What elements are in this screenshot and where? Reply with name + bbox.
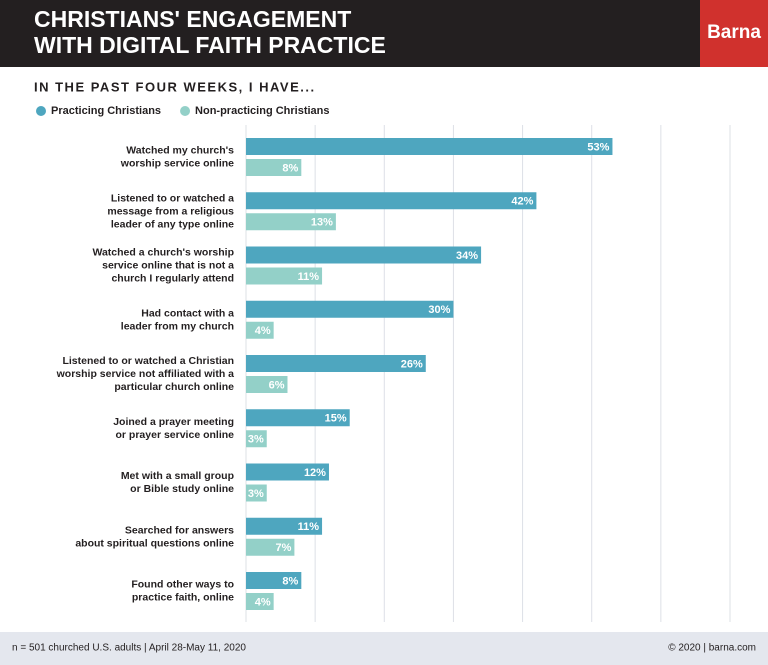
bar: [246, 430, 267, 448]
bar: [246, 138, 613, 155]
value-label: 3%: [248, 434, 264, 446]
value-label: 12%: [304, 467, 326, 479]
value-label: 30%: [428, 304, 450, 316]
value-label: 11%: [298, 271, 320, 283]
category-label: Met with a small group or Bible study onl…: [121, 470, 234, 495]
category-label: Found other ways to practice faith, onlin…: [131, 578, 234, 603]
bar: [246, 321, 274, 339]
bar: [246, 517, 323, 535]
bar: [246, 300, 454, 318]
category-label: Had contact with a leader from my church: [121, 307, 234, 332]
bar: [246, 267, 323, 285]
bar: [246, 572, 302, 589]
category-label: Listened to or watched a message from a r…: [107, 192, 234, 230]
category-label: Searched for answers about spiritual ques…: [75, 524, 234, 549]
value-label: 15%: [325, 413, 347, 425]
bar: [246, 463, 329, 481]
bar: [246, 192, 537, 210]
bar: [246, 409, 350, 427]
header-band: [0, 0, 768, 67]
bar: [246, 159, 302, 176]
subtitle: IN THE PAST FOUR WEEKS, I HAVE...: [34, 79, 316, 94]
legend-marker: [36, 106, 46, 116]
bar: [246, 484, 267, 502]
footer-source: © 2020 | barna.com: [668, 643, 756, 654]
value-label: 8%: [282, 575, 298, 587]
value-label: 3%: [248, 488, 264, 500]
value-label: 11%: [298, 521, 320, 533]
category-label: Listened to or watched a Christian worshi…: [56, 355, 235, 393]
legend-label: Non-practicing Christians: [195, 105, 329, 117]
category-label: Joined a prayer meeting or prayer service…: [113, 416, 234, 441]
value-label: 4%: [255, 325, 271, 337]
chart-title: CHRISTIANS' ENGAGEMENT WITH DIGITAL FAITH…: [34, 6, 386, 58]
value-label: 42%: [511, 196, 533, 208]
bar: [246, 593, 274, 610]
category-label: Watched my church's worship service onlin…: [120, 144, 234, 169]
bar: [246, 538, 295, 556]
value-label: 8%: [282, 162, 298, 174]
logo: Barna: [707, 22, 761, 43]
category-label: Watched a church's worship service online…: [92, 246, 234, 284]
bar: [246, 376, 288, 393]
legend-label: Practicing Christians: [51, 105, 161, 117]
value-label: 34%: [456, 250, 478, 262]
logo-box: [700, 0, 768, 67]
footer-band: [0, 632, 768, 665]
legend-marker: [180, 106, 191, 116]
bar: [246, 246, 482, 264]
value-label: 7%: [275, 542, 291, 554]
value-label: 26%: [401, 358, 423, 370]
value-label: 4%: [255, 596, 271, 608]
value-label: 53%: [587, 141, 609, 153]
footer-note: n = 501 churched U.S. adults | April 28-…: [12, 643, 246, 654]
bar: [246, 213, 336, 231]
value-label: 6%: [269, 379, 285, 391]
bar: [246, 355, 426, 372]
value-label: 13%: [311, 217, 333, 229]
